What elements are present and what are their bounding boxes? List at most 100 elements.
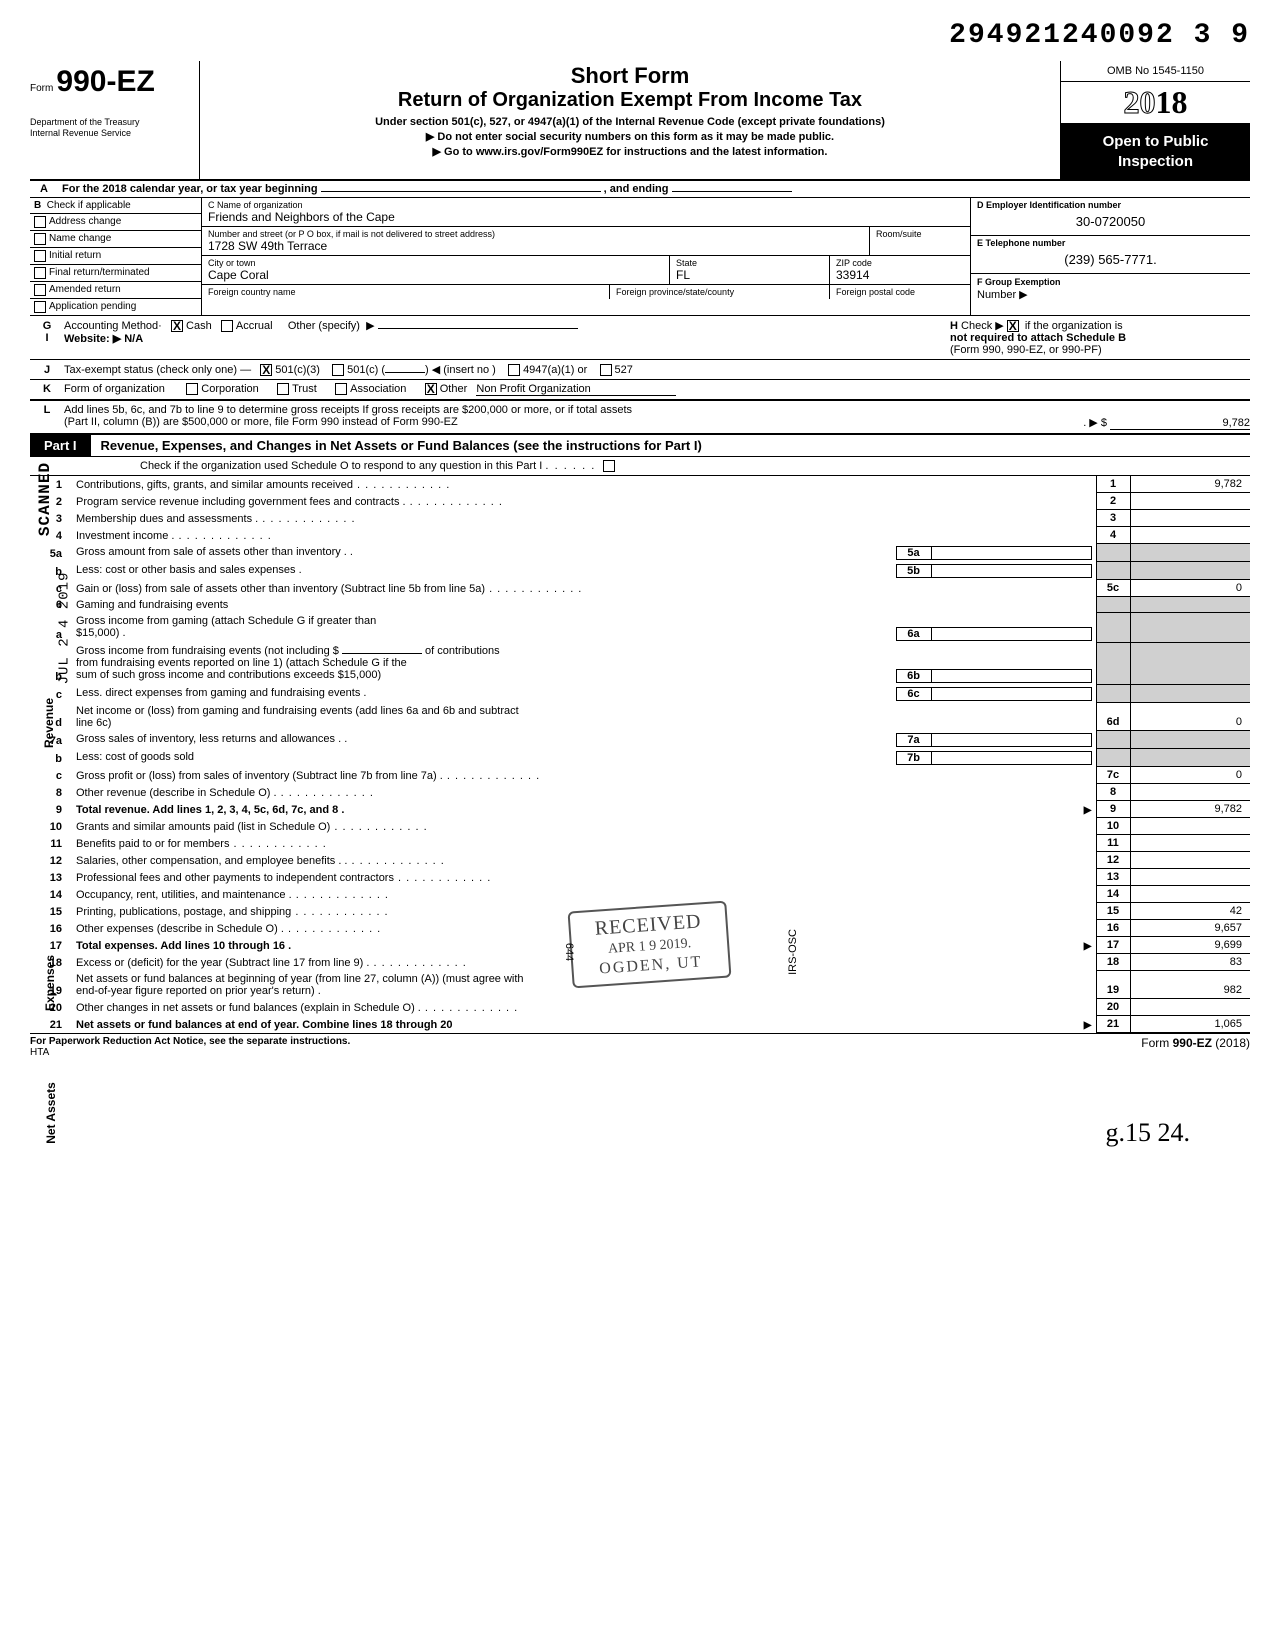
accounting-other-input[interactable] bbox=[378, 328, 578, 329]
tax-year-end-input[interactable] bbox=[672, 191, 792, 192]
gross-receipts: 9,782 bbox=[1110, 417, 1250, 430]
line-17-value: 9,699 bbox=[1130, 937, 1250, 954]
line-5c-value: 0 bbox=[1130, 580, 1250, 597]
cb-initial-return[interactable]: Initial return bbox=[30, 248, 201, 265]
side-expenses: Expenses bbox=[43, 955, 57, 1011]
short-form-label: Short Form bbox=[208, 63, 1052, 89]
return-title: Return of Organization Exempt From Incom… bbox=[208, 89, 1052, 112]
side-net-assets: Net Assets bbox=[44, 1082, 58, 1144]
cb-final-return[interactable]: Final return/terminated bbox=[30, 265, 201, 282]
form-number: 990-EZ bbox=[56, 65, 154, 98]
phone-label: E Telephone number bbox=[977, 238, 1244, 248]
cb-527[interactable] bbox=[600, 364, 612, 376]
line-14-value bbox=[1130, 886, 1250, 903]
department: Department of the Treasury Internal Reve… bbox=[30, 117, 191, 139]
cb-schedule-o[interactable] bbox=[603, 460, 615, 472]
right-column: D Employer Identification number30-07200… bbox=[970, 198, 1250, 315]
cb-501c[interactable] bbox=[332, 364, 344, 376]
phone: (239) 565-7771. bbox=[977, 248, 1244, 271]
line-9-value: 9,782 bbox=[1130, 801, 1250, 818]
cb-application-pending[interactable]: Application pending bbox=[30, 299, 201, 315]
cb-other-org[interactable] bbox=[425, 383, 437, 395]
tax-year-begin-input[interactable] bbox=[321, 191, 601, 192]
line-7c-value: 0 bbox=[1130, 767, 1250, 784]
part-1-header: Part I Revenue, Expenses, and Changes in… bbox=[30, 433, 1250, 457]
line-6c-value bbox=[932, 687, 1092, 701]
state: FL bbox=[676, 268, 823, 282]
instruction-2: Go to www.irs.gov/Form990EZ for instruct… bbox=[208, 145, 1052, 158]
group-exemption-label: F Group Exemption bbox=[977, 277, 1061, 287]
omb-number: OMB No 1545-1150 bbox=[1061, 61, 1250, 82]
cb-schedule-b[interactable] bbox=[1007, 320, 1019, 332]
subtitle: Under section 501(c), 527, or 4947(a)(1)… bbox=[208, 116, 1052, 128]
open-to-public: Open to Public Inspection bbox=[1061, 124, 1250, 179]
city: Cape Coral bbox=[208, 268, 663, 282]
cb-accrual[interactable] bbox=[221, 320, 233, 332]
ein-label: D Employer Identification number bbox=[977, 200, 1244, 210]
line-6a-value bbox=[932, 627, 1092, 641]
paperwork-notice: For Paperwork Reduction Act Notice, see … bbox=[30, 1036, 350, 1047]
part-1-title: Revenue, Expenses, and Changes in Net As… bbox=[91, 438, 702, 453]
cb-trust[interactable] bbox=[277, 383, 289, 395]
dept-line2: Internal Revenue Service bbox=[30, 128, 191, 139]
cb-cash[interactable] bbox=[171, 320, 183, 332]
line-6d-value: 0 bbox=[1130, 703, 1250, 731]
line-8-value bbox=[1130, 784, 1250, 801]
501c-insert-input[interactable] bbox=[385, 372, 425, 373]
cb-corporation[interactable] bbox=[186, 383, 198, 395]
form-prefix: Form bbox=[30, 83, 53, 94]
zip: 33914 bbox=[836, 268, 964, 282]
dept-line1: Department of the Treasury bbox=[30, 117, 191, 128]
line-j: J Tax-exempt status (check only one) — 5… bbox=[30, 360, 1250, 380]
cb-501c3[interactable] bbox=[260, 364, 272, 376]
line-15-value: 42 bbox=[1130, 903, 1250, 920]
omb-cell: OMB No 1545-1150 2018 Open to Public Ins… bbox=[1060, 61, 1250, 179]
section-b-block: B Check if applicable Address change Nam… bbox=[30, 198, 1250, 316]
line-10-value bbox=[1130, 818, 1250, 835]
address: 1728 SW 49th Terrace bbox=[208, 239, 863, 253]
line-5b-value bbox=[932, 564, 1092, 578]
title-cell: Short Form Return of Organization Exempt… bbox=[200, 61, 1060, 179]
cb-amended-return[interactable]: Amended return bbox=[30, 282, 201, 299]
line-19-value: 982 bbox=[1130, 971, 1250, 999]
stamp-644: 644 bbox=[563, 943, 575, 961]
cb-name-change[interactable]: Name change bbox=[30, 231, 201, 248]
line-l: L Add lines 5b, 6c, and 7b to line 9 to … bbox=[30, 401, 1250, 433]
line-g-i: GI Accounting Method· Cash Accrual Other… bbox=[30, 316, 1250, 360]
form-number-cell: Form 990-EZ Department of the Treasury I… bbox=[30, 61, 200, 179]
cb-association[interactable] bbox=[335, 383, 347, 395]
cb-4947[interactable] bbox=[508, 364, 520, 376]
line-1-value: 9,782 bbox=[1130, 476, 1250, 493]
line-k: K Form of organization Corporation Trust… bbox=[30, 380, 1250, 401]
line-4-value bbox=[1130, 527, 1250, 544]
line-16-value: 9,657 bbox=[1130, 920, 1250, 937]
org-name-label: C Name of organization bbox=[208, 200, 964, 210]
address-label: Number and street (or P O box, if mail i… bbox=[208, 229, 863, 239]
ein: 30-0720050 bbox=[977, 210, 1244, 233]
line-13-value bbox=[1130, 869, 1250, 886]
table-wrapper: Revenue Expenses Net Assets 1Contributio… bbox=[30, 476, 1250, 1033]
part-1-check: Check if the organization used Schedule … bbox=[30, 457, 1250, 476]
side-revenue: Revenue bbox=[42, 698, 56, 748]
form-page: 294921240092 3 9 Form 990-EZ Department … bbox=[30, 20, 1250, 1148]
signature: g.15 24. bbox=[30, 1118, 1250, 1148]
line-7b-value bbox=[932, 751, 1092, 765]
footer: For Paperwork Reduction Act Notice, see … bbox=[30, 1033, 1250, 1058]
line-21-value: 1,065 bbox=[1130, 1016, 1250, 1033]
org-name: Friends and Neighbors of the Cape bbox=[208, 210, 964, 224]
scanned-stamp: SCANNED bbox=[36, 462, 54, 536]
document-id: 294921240092 3 9 bbox=[30, 20, 1250, 51]
stamp-osc: IRS-OSC bbox=[787, 929, 799, 975]
instruction-1: Do not enter social security numbers on … bbox=[208, 130, 1052, 143]
line-3-value bbox=[1130, 510, 1250, 527]
website: Website: ▶ N/A bbox=[64, 333, 143, 345]
cb-address-change[interactable]: Address change bbox=[30, 214, 201, 231]
line-12-value bbox=[1130, 852, 1250, 869]
part-1-tag: Part I bbox=[30, 435, 91, 456]
organization-info: C Name of organization Friends and Neigh… bbox=[202, 198, 970, 315]
org-form-other: Non Profit Organization bbox=[476, 383, 676, 396]
line-18-value: 83 bbox=[1130, 954, 1250, 971]
scan-date-stamp: JUL 2 4 2019 bbox=[56, 572, 72, 685]
line-5a-value bbox=[932, 546, 1092, 560]
line-11-value bbox=[1130, 835, 1250, 852]
